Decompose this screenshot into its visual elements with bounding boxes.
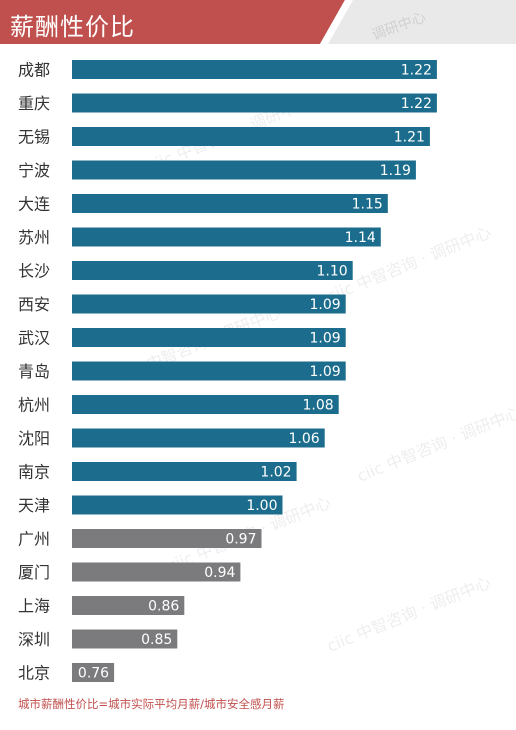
bar (72, 495, 283, 515)
value-label: 0.86 (148, 599, 179, 615)
value-label: 1.09 (310, 364, 341, 380)
category-label: 杭州 (18, 396, 50, 415)
bar (72, 227, 381, 247)
bar (72, 395, 339, 414)
value-label: 1.00 (246, 498, 277, 514)
category-label: 大连 (18, 195, 50, 214)
bar (72, 629, 178, 649)
watermark-text: ciic 中智咨询 · 调研中心 (354, 403, 516, 486)
bar (72, 428, 325, 448)
category-label: 苏州 (18, 228, 50, 247)
footnote: 城市薪酬性价比=城市实际平均月薪/城市安全感月薪 (18, 697, 285, 711)
bar (72, 60, 437, 79)
bar (72, 261, 353, 280)
category-label: 沈阳 (18, 429, 50, 448)
bar (72, 361, 346, 381)
category-label: 长沙 (18, 262, 50, 281)
category-label: 南京 (18, 463, 50, 482)
value-label: 1.21 (394, 130, 425, 146)
bar (72, 462, 297, 481)
value-label: 0.76 (78, 666, 109, 682)
value-label: 1.08 (303, 398, 334, 414)
bar (72, 160, 416, 180)
category-label: 成都 (18, 61, 50, 80)
category-label: 西安 (18, 295, 50, 314)
bar (72, 127, 430, 146)
value-label: 1.09 (310, 297, 341, 313)
category-label: 武汉 (18, 329, 50, 348)
category-label: 深圳 (18, 630, 50, 649)
category-label: 北京 (18, 664, 50, 683)
category-label: 上海 (18, 597, 50, 616)
banner-shape: 调研中心 (0, 0, 516, 44)
bar (72, 529, 262, 548)
value-label: 1.14 (345, 230, 376, 246)
title-banner: 调研中心 薪酬性价比 (0, 0, 516, 44)
bar (72, 663, 115, 682)
value-label: 1.15 (352, 197, 383, 213)
value-label: 1.19 (380, 163, 411, 179)
banner-divider-stripe (320, 0, 353, 44)
banner-grey-band (320, 0, 516, 44)
category-label: 宁波 (18, 161, 50, 180)
value-label: 1.22 (401, 63, 432, 79)
category-label: 青岛 (18, 362, 50, 381)
watermark-text: ciic 中智咨询 · 调研中心 (324, 573, 493, 656)
value-label: 1.22 (401, 96, 432, 112)
bar (72, 562, 241, 582)
bar (72, 294, 346, 314)
value-label: 0.85 (141, 632, 172, 648)
bar (72, 93, 437, 113)
category-label: 天津 (18, 496, 50, 515)
value-label: 0.94 (204, 565, 235, 581)
bar (72, 596, 185, 615)
value-label: 1.06 (289, 431, 320, 447)
page-title: 薪酬性价比 (10, 13, 135, 41)
value-label: 1.09 (310, 331, 341, 347)
category-label: 广州 (18, 530, 50, 549)
value-label: 0.97 (225, 532, 256, 548)
category-label: 无锡 (18, 128, 50, 147)
value-label: 1.02 (260, 465, 291, 481)
value-label: 1.10 (317, 264, 348, 280)
banner-red-band (0, 0, 345, 44)
category-label: 厦门 (18, 563, 50, 582)
category-label: 重庆 (18, 94, 50, 113)
bar (72, 328, 346, 347)
bar (72, 194, 388, 213)
